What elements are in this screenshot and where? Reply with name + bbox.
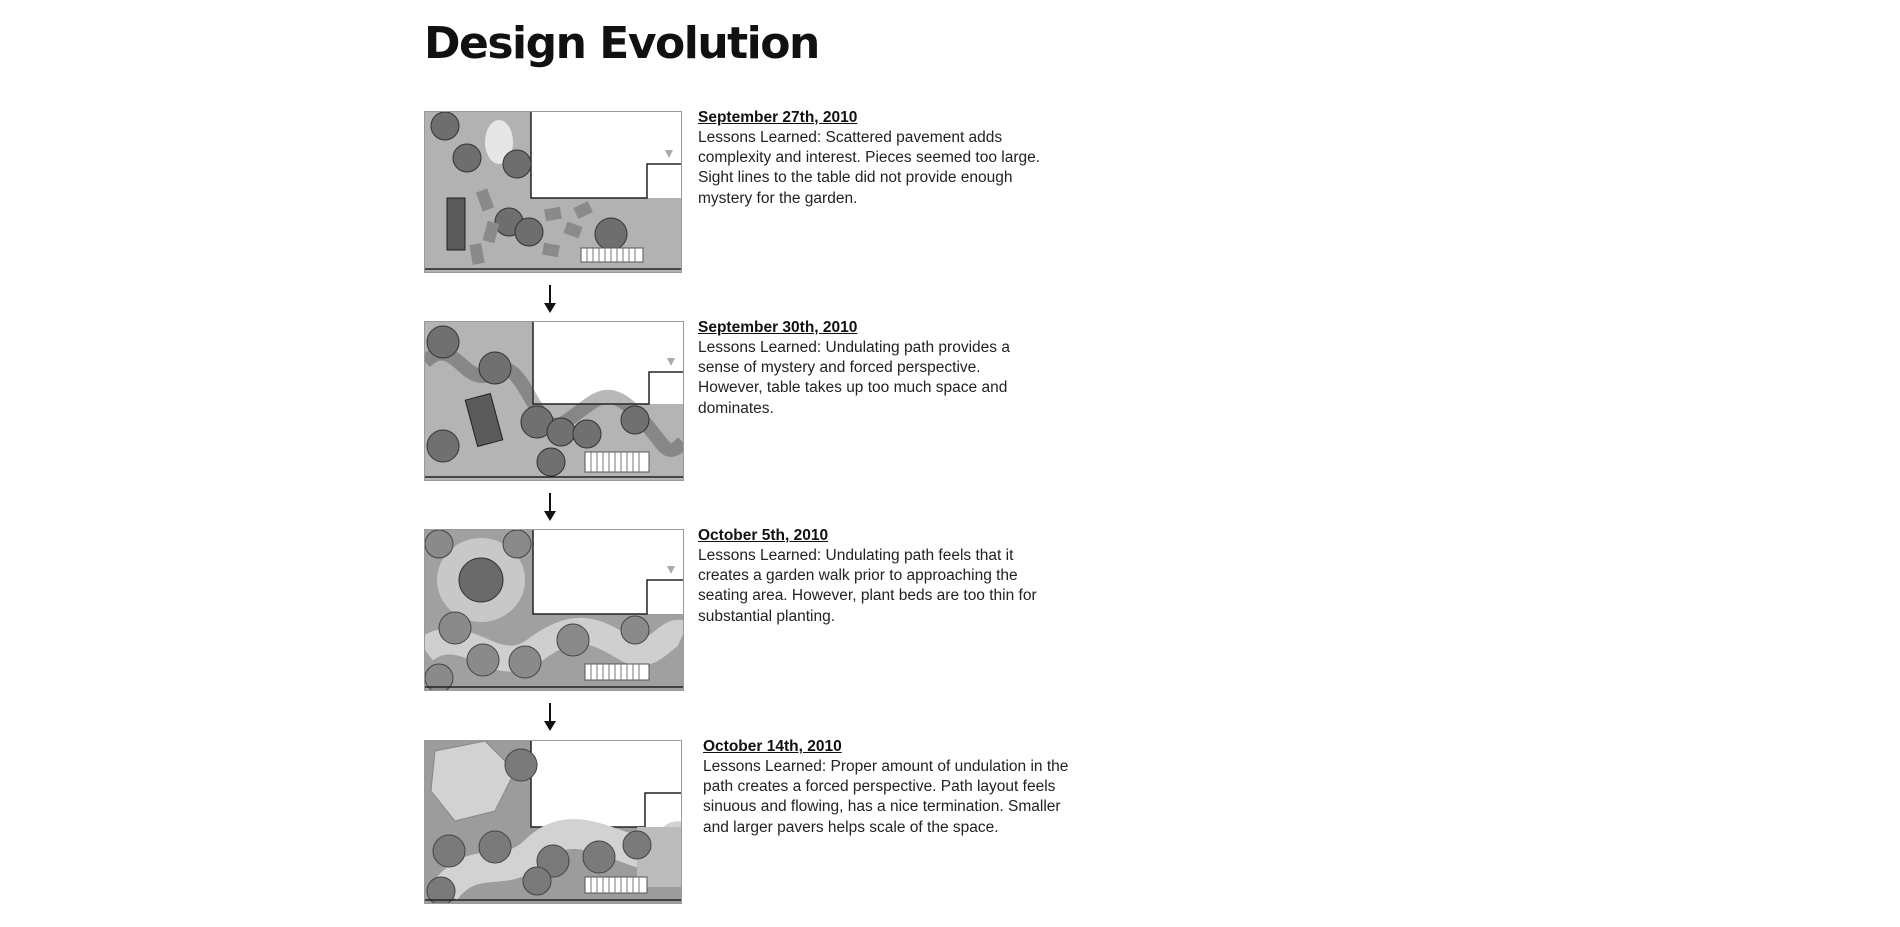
- entry-description: Lessons Learned: Undulating path feels t…: [698, 547, 1037, 625]
- entry-date: October 14th, 2010: [703, 738, 842, 755]
- arrow-down-icon: [542, 284, 558, 314]
- entry-description: Lessons Learned: Proper amount of undula…: [703, 758, 1069, 836]
- entry-date: October 5th, 2010: [698, 527, 829, 544]
- entry-2: September 30th, 2010 Lessons Learned: Un…: [698, 318, 1058, 419]
- entry-1: September 27th, 2010 Lessons Learned: Sc…: [698, 108, 1058, 209]
- entry-3: October 5th, 2010 Lessons Learned: Undul…: [698, 526, 1058, 627]
- site-plan-image-1: [424, 111, 682, 273]
- site-plan-image-2: [424, 321, 684, 481]
- entry-date: September 30th, 2010: [698, 319, 858, 336]
- arrow-down-icon: [542, 702, 558, 732]
- entry-4: October 14th, 2010 Lessons Learned: Prop…: [703, 737, 1083, 838]
- page-title: Design Evolution: [424, 18, 820, 69]
- entry-date: September 27th, 2010: [698, 109, 858, 126]
- entry-description: Lessons Learned: Undulating path provide…: [698, 339, 1010, 417]
- site-plan-image-4: [424, 740, 682, 904]
- entry-description: Lessons Learned: Scattered pavement adds…: [698, 129, 1041, 207]
- site-plan-image-3: [424, 529, 684, 691]
- arrow-down-icon: [542, 492, 558, 522]
